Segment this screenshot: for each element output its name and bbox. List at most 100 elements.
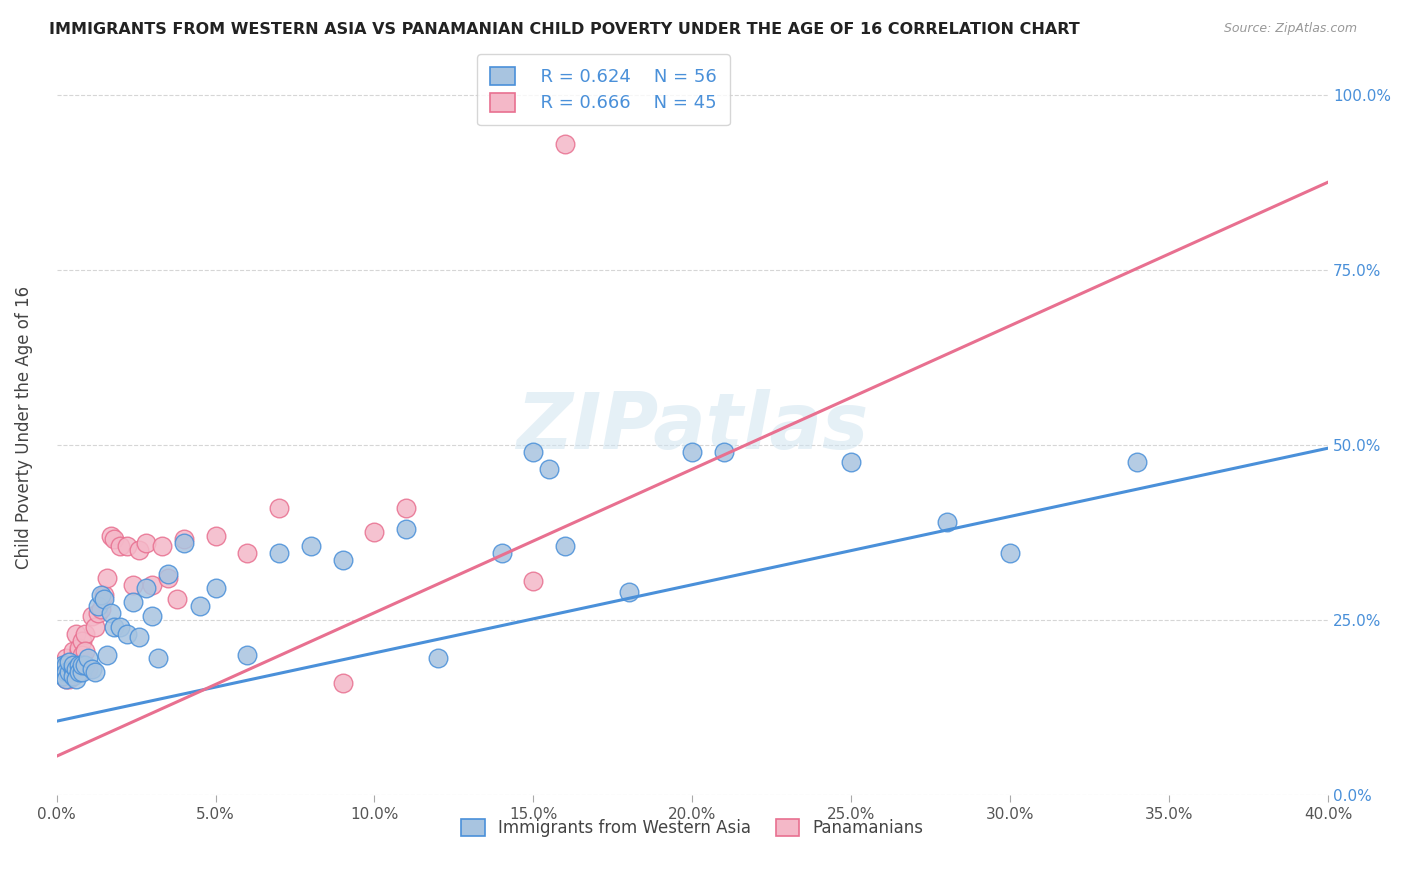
Point: [67, 658, 90, 673]
Point: [1000, 546, 1022, 560]
Point: [100, 606, 122, 620]
Point: [299, 539, 322, 553]
Point: [75, 658, 97, 673]
Point: [150, 539, 173, 553]
Text: ZIPatlas: ZIPatlas: [516, 389, 869, 465]
Point: [77, 662, 100, 676]
Point: [58, 672, 80, 686]
Point: [49, 658, 72, 673]
Point: [491, 546, 513, 560]
Point: [103, 620, 125, 634]
Point: [62, 662, 84, 676]
Point: [52, 668, 75, 682]
Point: [100, 529, 122, 543]
Point: [52, 662, 75, 676]
Point: [70, 633, 93, 648]
Point: [52, 658, 75, 673]
Point: [75, 644, 97, 658]
Point: [122, 577, 145, 591]
Point: [65, 672, 87, 686]
Point: [236, 546, 259, 560]
Point: [58, 665, 80, 680]
Point: [269, 500, 291, 515]
Point: [67, 644, 90, 658]
Point: [87, 599, 110, 613]
Point: [554, 539, 576, 553]
Point: [236, 648, 259, 662]
Point: [522, 444, 544, 458]
Point: [108, 539, 131, 553]
Point: [58, 655, 80, 669]
Point: [522, 574, 544, 589]
Point: [49, 665, 72, 680]
Point: [80, 609, 103, 624]
Point: [395, 500, 418, 515]
Point: [93, 591, 115, 606]
Point: [70, 665, 93, 680]
Point: [681, 444, 703, 458]
Point: [55, 665, 77, 680]
Text: Source: ZipAtlas.com: Source: ZipAtlas.com: [1223, 22, 1357, 36]
Point: [269, 546, 291, 560]
Point: [90, 588, 112, 602]
Point: [332, 553, 354, 567]
Point: [62, 644, 84, 658]
Point: [141, 609, 163, 624]
Point: [75, 626, 97, 640]
Point: [538, 462, 561, 476]
Point: [173, 535, 195, 549]
Point: [713, 444, 735, 458]
Point: [55, 658, 77, 673]
Point: [156, 567, 179, 582]
Point: [83, 665, 105, 680]
Point: [67, 665, 90, 680]
Point: [122, 595, 145, 609]
Point: [77, 651, 100, 665]
Point: [135, 535, 157, 549]
Point: [87, 606, 110, 620]
Point: [173, 532, 195, 546]
Point: [90, 602, 112, 616]
Point: [332, 675, 354, 690]
Point: [617, 584, 640, 599]
Point: [188, 599, 211, 613]
Legend: Immigrants from Western Asia, Panamanians: Immigrants from Western Asia, Panamanian…: [453, 810, 932, 846]
Point: [115, 626, 138, 640]
Point: [70, 658, 93, 673]
Point: [55, 672, 77, 686]
Point: [96, 648, 118, 662]
Point: [135, 581, 157, 595]
Point: [1126, 455, 1149, 469]
Point: [65, 662, 87, 676]
Point: [70, 648, 93, 662]
Point: [55, 672, 77, 686]
Point: [93, 588, 115, 602]
Point: [128, 630, 150, 644]
Point: [204, 529, 226, 543]
Point: [62, 658, 84, 673]
Point: [80, 662, 103, 676]
Point: [395, 522, 418, 536]
Point: [96, 571, 118, 585]
Point: [103, 532, 125, 546]
Point: [83, 620, 105, 634]
Point: [65, 626, 87, 640]
Point: [156, 571, 179, 585]
Point: [108, 620, 131, 634]
Point: [204, 581, 226, 595]
Point: [49, 665, 72, 680]
Point: [427, 651, 450, 665]
Point: [363, 525, 385, 540]
Point: [839, 455, 862, 469]
Point: [554, 136, 576, 151]
Point: [58, 655, 80, 669]
Point: [935, 515, 957, 529]
Point: [62, 658, 84, 673]
Point: [166, 591, 188, 606]
Point: [128, 542, 150, 557]
Point: [62, 668, 84, 682]
Point: [115, 539, 138, 553]
Point: [141, 577, 163, 591]
Point: [67, 640, 90, 655]
Point: [55, 651, 77, 665]
